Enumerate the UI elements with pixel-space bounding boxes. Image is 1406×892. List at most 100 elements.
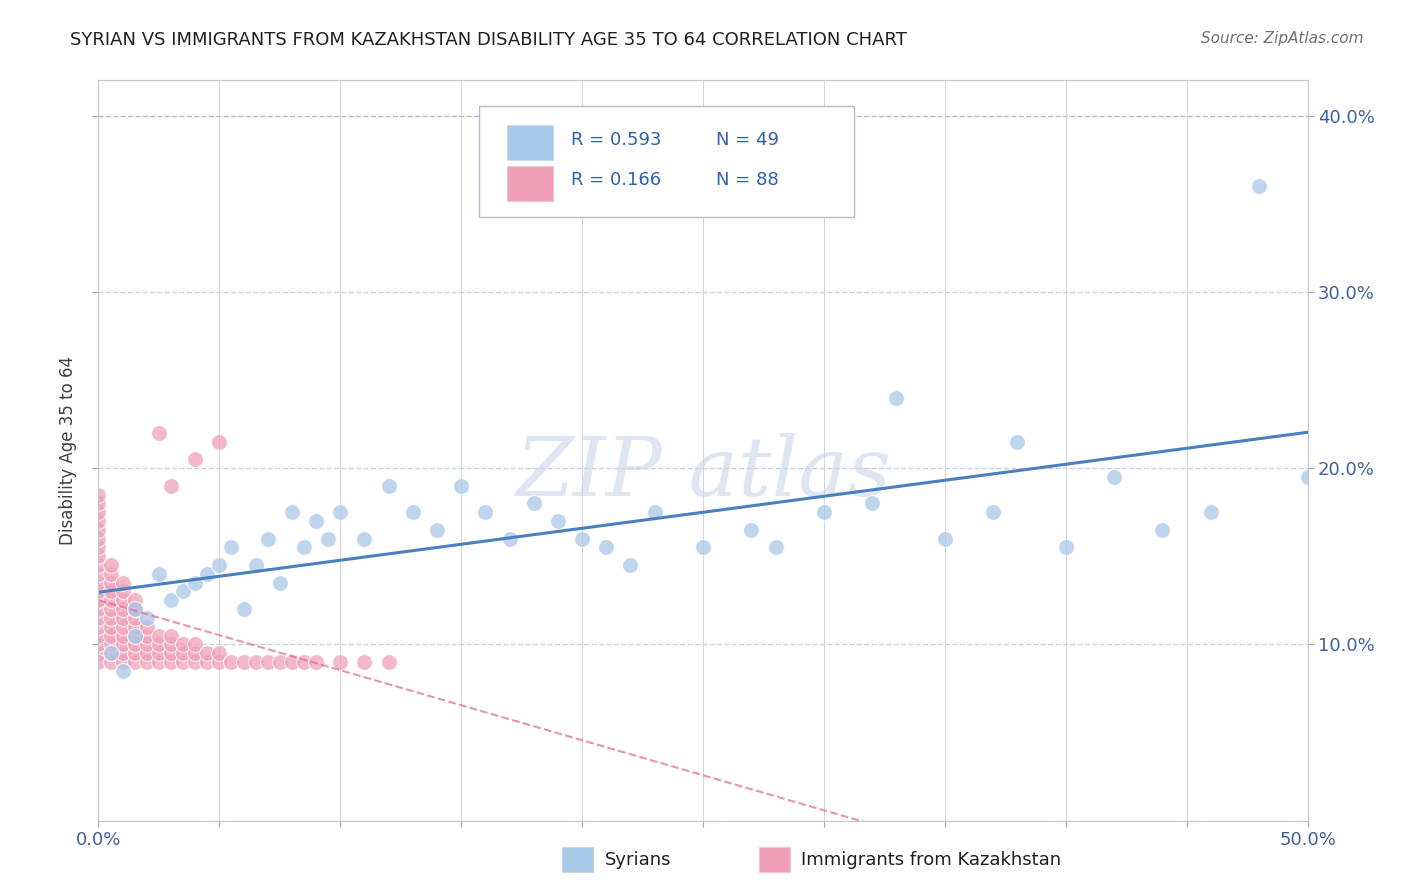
Point [148, 628, 170, 642]
Point [1199, 505, 1222, 519]
Point [135, 620, 157, 634]
Point [87, 541, 110, 555]
Text: N = 49: N = 49 [716, 130, 779, 148]
Point [269, 655, 291, 669]
FancyBboxPatch shape [508, 166, 553, 201]
Point [221, 541, 243, 555]
Point [148, 655, 170, 669]
Point [245, 558, 267, 572]
Point [100, 602, 122, 616]
Point [353, 655, 375, 669]
Point [208, 655, 231, 669]
Point [860, 496, 883, 510]
Point [100, 646, 122, 660]
Point [148, 425, 170, 440]
Point [292, 541, 315, 555]
Point [195, 655, 218, 669]
Point [87, 514, 110, 528]
Point [208, 434, 231, 449]
Point [148, 566, 170, 581]
Point [1007, 434, 1029, 449]
Point [1054, 541, 1077, 555]
Point [135, 628, 157, 642]
Point [245, 655, 267, 669]
Point [87, 532, 110, 546]
Point [402, 505, 425, 519]
Point [160, 646, 183, 660]
Point [595, 541, 617, 555]
Point [934, 532, 956, 546]
Point [1249, 179, 1271, 194]
Point [111, 611, 134, 625]
Point [377, 479, 399, 493]
Point [981, 505, 1004, 519]
Point [111, 646, 134, 660]
Text: Immigrants from Kazakhstan: Immigrants from Kazakhstan [801, 851, 1062, 869]
Point [87, 575, 110, 590]
Point [87, 611, 110, 625]
Point [160, 628, 183, 642]
Point [353, 532, 375, 546]
Point [111, 602, 134, 616]
Point [160, 593, 183, 607]
Point [281, 655, 304, 669]
Point [184, 637, 207, 651]
Point [1296, 470, 1319, 484]
Point [523, 496, 546, 510]
Point [87, 620, 110, 634]
Point [100, 637, 122, 651]
Point [135, 646, 157, 660]
Text: Syrians: Syrians [605, 851, 671, 869]
Point [111, 655, 134, 669]
Text: N = 88: N = 88 [716, 171, 779, 189]
Point [184, 452, 207, 467]
Point [184, 655, 207, 669]
Point [100, 593, 122, 607]
Point [160, 479, 183, 493]
Point [644, 505, 666, 519]
Point [100, 566, 122, 581]
Point [619, 558, 641, 572]
Point [124, 655, 146, 669]
Point [172, 655, 194, 669]
Point [124, 646, 146, 660]
Point [426, 523, 449, 537]
Text: R = 0.593: R = 0.593 [571, 130, 662, 148]
Point [269, 575, 291, 590]
Point [571, 532, 593, 546]
Text: SYRIAN VS IMMIGRANTS FROM KAZAKHSTAN DISABILITY AGE 35 TO 64 CORRELATION CHART: SYRIAN VS IMMIGRANTS FROM KAZAKHSTAN DIS… [70, 31, 907, 49]
Point [184, 646, 207, 660]
Point [329, 505, 352, 519]
Point [148, 646, 170, 660]
Point [1102, 470, 1125, 484]
Point [100, 611, 122, 625]
Point [292, 655, 315, 669]
Point [124, 628, 146, 642]
Point [547, 514, 569, 528]
Point [111, 584, 134, 599]
Point [740, 523, 762, 537]
Point [256, 532, 278, 546]
Point [87, 566, 110, 581]
Point [305, 514, 328, 528]
Point [124, 593, 146, 607]
Point [100, 620, 122, 634]
Point [111, 628, 134, 642]
Point [87, 655, 110, 669]
Point [765, 541, 787, 555]
Point [148, 637, 170, 651]
Point [221, 655, 243, 669]
Point [111, 637, 134, 651]
Point [305, 655, 328, 669]
Point [111, 593, 134, 607]
Point [124, 620, 146, 634]
Y-axis label: Disability Age 35 to 64: Disability Age 35 to 64 [59, 356, 77, 545]
Point [377, 655, 399, 669]
Point [208, 558, 231, 572]
Text: Source: ZipAtlas.com: Source: ZipAtlas.com [1201, 31, 1364, 46]
Point [160, 637, 183, 651]
Point [208, 646, 231, 660]
Point [692, 541, 714, 555]
Point [100, 628, 122, 642]
Point [124, 611, 146, 625]
